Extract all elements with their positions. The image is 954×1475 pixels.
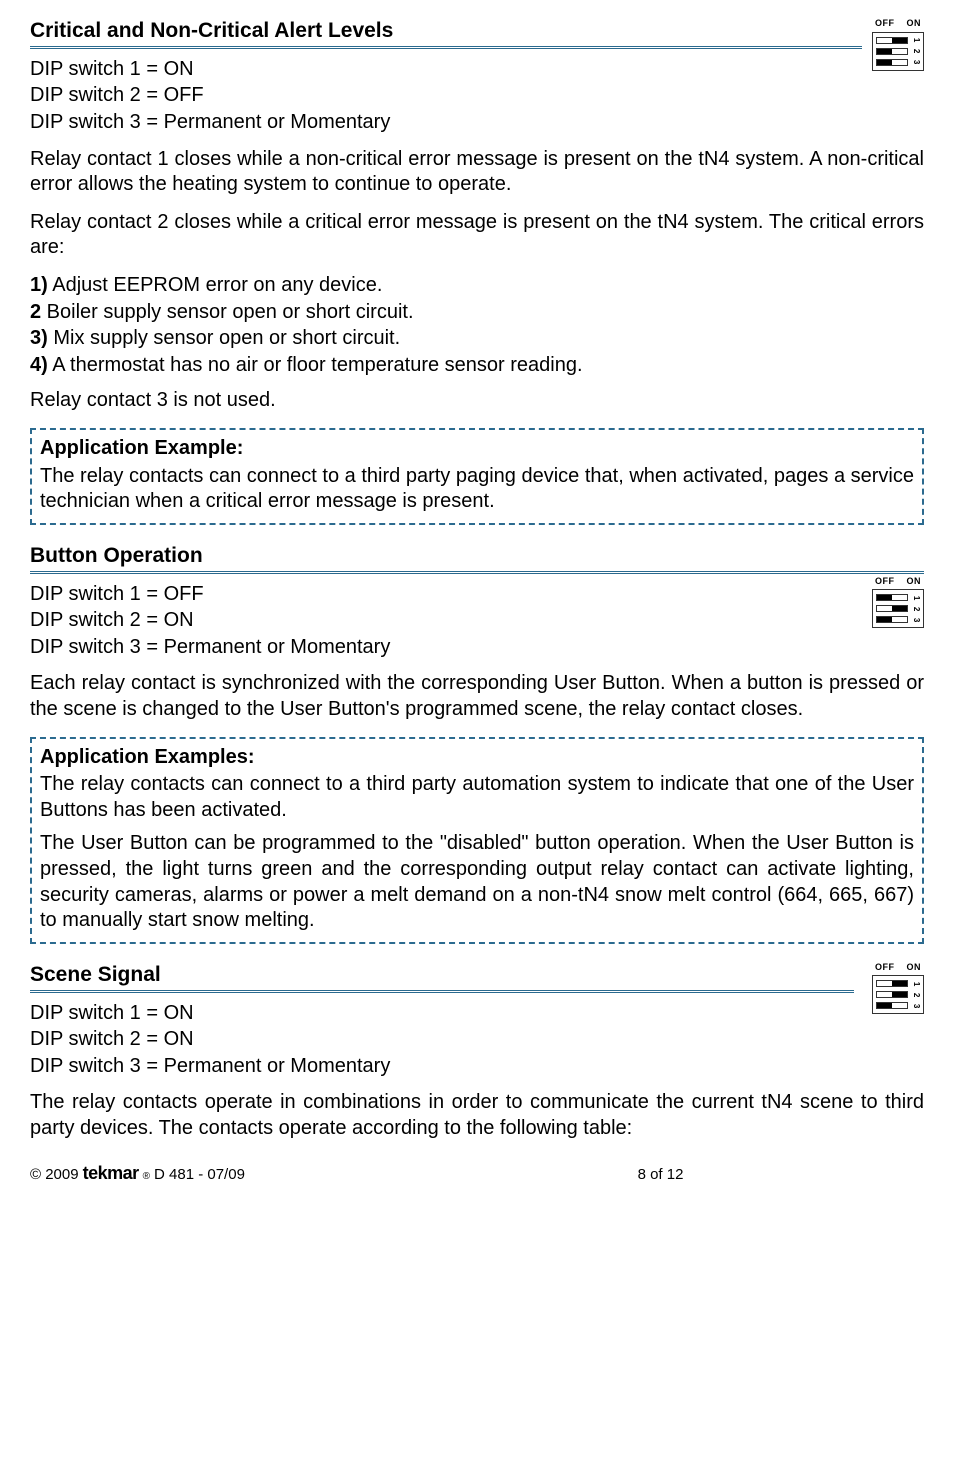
section1-item3: 3) Mix supply sensor open or short circu… [30, 326, 924, 352]
section2-callout: Application Examples: The relay contacts… [30, 737, 924, 944]
dip2-off-label: OFF [875, 576, 895, 588]
section1-callout-title: Application Example: [40, 436, 914, 462]
dip2-s1: DIP switch 1 = OFF [30, 582, 924, 608]
section1-p3: Relay contact 3 is not used. [30, 388, 924, 414]
dip3-s3: DIP switch 3 = Permanent or Momentary [30, 1054, 924, 1080]
dip1-s3: DIP switch 3 = Permanent or Momentary [30, 110, 924, 136]
section3-p1: The relay contacts operate in combinatio… [30, 1090, 924, 1141]
section2-p1: Each relay contact is synchronized with … [30, 671, 924, 722]
section1-heading: Critical and Non-Critical Alert Levels [30, 18, 862, 49]
dip3-s2: DIP switch 2 = ON [30, 1027, 924, 1053]
section2-callout-title: Application Examples: [40, 745, 914, 771]
dip-diagram-3: OFF ON 1 2 3 [872, 962, 924, 1015]
footer-reg: ® [143, 1171, 150, 1184]
section3-title: Scene Signal [30, 962, 854, 989]
dip-off-label: OFF [875, 18, 895, 30]
section2-callout-b2: The User Button can be programmed to the… [40, 831, 914, 933]
dip2-s2: DIP switch 2 = ON [30, 608, 924, 634]
section1-title: Critical and Non-Critical Alert Levels [30, 18, 862, 45]
footer-page: 8 of 12 [397, 1165, 924, 1184]
dip3-s1: DIP switch 1 = ON [30, 1001, 924, 1027]
section2-title: Button Operation [30, 543, 924, 570]
dip1-s1: DIP switch 1 = ON [30, 57, 924, 83]
footer-copyright: © 2009 [30, 1165, 79, 1184]
dip3-on-label: ON [907, 962, 922, 974]
dip2-s3: DIP switch 3 = Permanent or Momentary [30, 635, 924, 661]
section1-p1: Relay contact 1 closes while a non-criti… [30, 147, 924, 198]
footer-brand: tekmar [83, 1162, 139, 1185]
dip2-on-label: ON [907, 576, 922, 588]
section2-callout-b1: The relay contacts can connect to a thir… [40, 772, 914, 823]
section1-p2: Relay contact 2 closes while a critical … [30, 210, 924, 261]
section1-callout: Application Example: The relay contacts … [30, 428, 924, 525]
footer-doc: D 481 - 07/09 [154, 1165, 245, 1184]
section2-heading: Button Operation [30, 543, 924, 574]
section1-item4: 4) A thermostat has no air or floor temp… [30, 353, 924, 379]
dip1-s2: DIP switch 2 = OFF [30, 83, 924, 109]
dip-on-label: ON [907, 18, 922, 30]
dip3-off-label: OFF [875, 962, 895, 974]
section3-heading: Scene Signal [30, 962, 854, 993]
section1-item1: 1) Adjust EEPROM error on any device. [30, 273, 924, 299]
dip-diagram-2: OFF ON 1 2 3 [872, 576, 924, 629]
dip-diagram-1: OFF ON 1 2 3 [872, 18, 924, 71]
page-footer: © 2009 tekmar ® D 481 - 07/09 8 of 12 [30, 1162, 924, 1185]
section1-item2: 2 Boiler supply sensor open or short cir… [30, 300, 924, 326]
section1-callout-body: The relay contacts can connect to a thir… [40, 464, 914, 515]
